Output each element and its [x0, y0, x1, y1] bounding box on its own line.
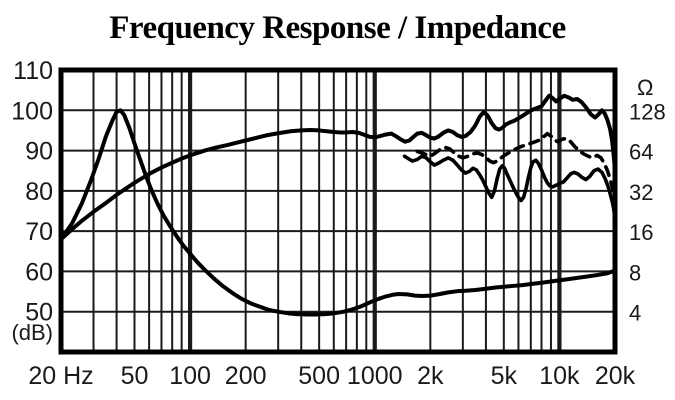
y-left-tick: 90: [25, 138, 53, 166]
x-axis-labels: 20 Hz 50 100 200 500 1000 2k 5k 10k 20k: [28, 362, 635, 390]
x-axis-tick: 20k: [595, 362, 636, 390]
curve-2: [402, 154, 615, 221]
x-axis-tick: 10k: [539, 362, 580, 390]
y-left-tick: 110: [13, 57, 53, 85]
y-right-unit-label: Ω: [637, 75, 653, 100]
curve-1: [415, 131, 615, 205]
y-left-unit-label: (dB): [11, 320, 53, 345]
y-axis-left-labels: 110 100 90 80 70 60 50(dB): [11, 57, 53, 345]
x-axis-tick: 5k: [491, 362, 518, 390]
y-right-tick: 32: [629, 180, 653, 205]
x-axis-tick: 500: [298, 362, 340, 390]
x-axis-tick: 20 Hz: [28, 362, 93, 390]
curve-0: [61, 93, 615, 242]
curve-3: [61, 108, 615, 317]
y-right-tick: 8: [629, 260, 641, 285]
y-left-tick: 50: [25, 299, 53, 327]
y-left-tick: 80: [25, 178, 53, 206]
x-axis-tick: 200: [225, 362, 267, 390]
y-right-tick: 16: [629, 220, 653, 245]
y-right-tick: 64: [629, 140, 653, 165]
page-title: Frequency Response / Impedance: [109, 10, 566, 46]
y-right-tick: 4: [629, 301, 641, 326]
y-left-tick: 60: [25, 258, 53, 286]
x-axis-tick: 100: [169, 362, 211, 390]
x-axis-tick: 50: [121, 362, 149, 390]
x-axis-tick: 2k: [417, 362, 444, 390]
data-curves: [61, 93, 615, 317]
y-right-tick: 128: [629, 99, 666, 124]
y-left-tick: 100: [11, 97, 53, 125]
y-left-tick: 70: [25, 218, 53, 246]
grid-minor-lines: [92, 70, 616, 352]
x-axis-tick: 1000: [347, 362, 403, 390]
